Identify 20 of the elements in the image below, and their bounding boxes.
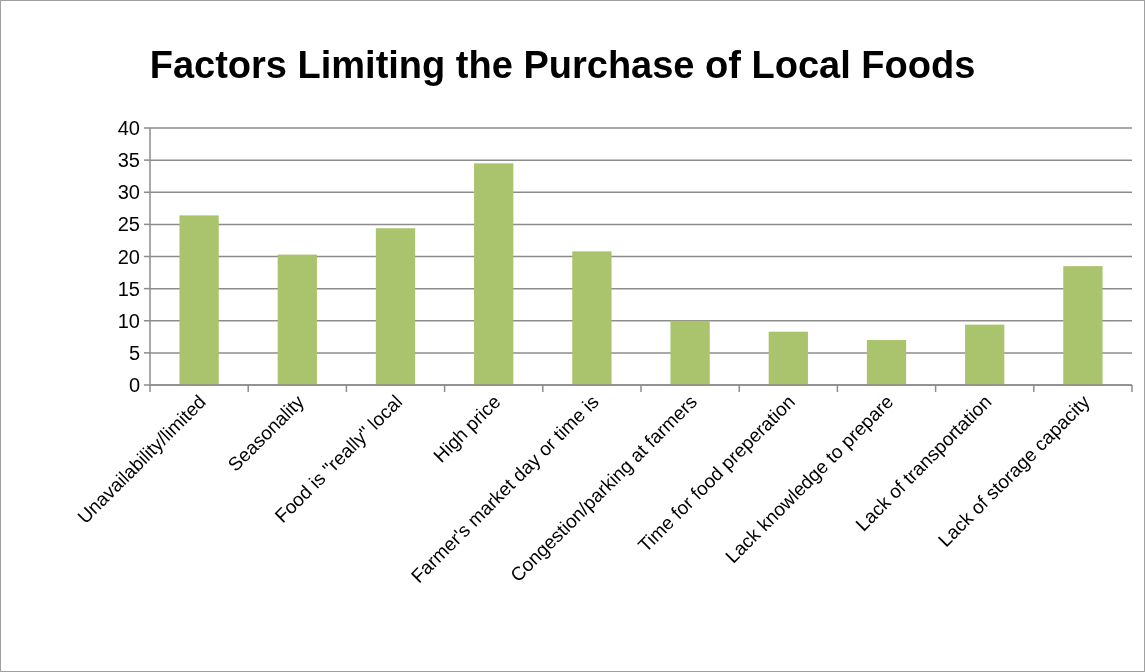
bar: [965, 324, 1005, 385]
y-tick-label: 10: [117, 309, 140, 332]
y-tick-label: 25: [117, 213, 140, 236]
bar: [572, 251, 612, 385]
y-tick-label: 15: [117, 277, 140, 300]
y-tick-label: 5: [128, 341, 140, 364]
bar: [277, 254, 317, 385]
bar: [866, 340, 907, 385]
chart-title: Factors Limiting the Purchase of Local Foods: [149, 44, 976, 86]
y-tick-label: 20: [117, 245, 140, 268]
bar: [670, 320, 710, 385]
bar: [1063, 266, 1103, 385]
y-tick-label: 35: [117, 149, 140, 172]
bar: [179, 215, 219, 385]
bar: [375, 228, 416, 385]
y-tick-label: 0: [128, 374, 140, 396]
y-tick-label: 30: [117, 181, 140, 204]
y-tick-label: 40: [117, 117, 140, 139]
bar: [474, 163, 514, 385]
bar: [768, 331, 808, 385]
